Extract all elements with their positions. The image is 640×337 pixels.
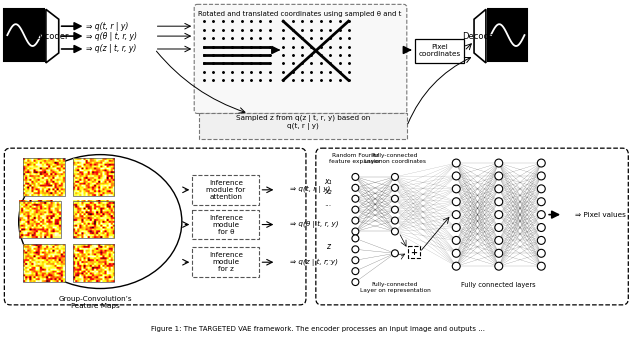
Text: Figure 1: The TARGETED VAE framework. The encoder processes an input image and o: Figure 1: The TARGETED VAE framework. Th… (151, 326, 485, 332)
Circle shape (495, 211, 503, 219)
Bar (408, 246, 420, 258)
Circle shape (392, 184, 399, 191)
FancyBboxPatch shape (316, 148, 628, 305)
Bar (23, 244, 65, 282)
Circle shape (538, 198, 545, 206)
Text: x₂: x₂ (324, 187, 332, 196)
Text: Group-Convolution’s
Feature Maps: Group-Convolution’s Feature Maps (58, 296, 132, 309)
Text: Decoder: Decoder (462, 32, 498, 40)
Bar (199, 114, 407, 139)
Polygon shape (474, 9, 486, 63)
Circle shape (352, 246, 359, 253)
Circle shape (495, 159, 503, 167)
Text: Fully connected layers: Fully connected layers (461, 282, 536, 288)
Bar (415, 39, 464, 63)
Circle shape (452, 159, 460, 167)
Circle shape (392, 195, 399, 202)
Text: Pixel
coordinates: Pixel coordinates (419, 44, 461, 58)
Text: Inference
module
for z: Inference module for z (209, 252, 243, 272)
Circle shape (352, 257, 359, 264)
Text: z: z (326, 242, 330, 251)
FancyBboxPatch shape (194, 4, 407, 114)
Text: ⇒ q(t, r | y): ⇒ q(t, r | y) (290, 186, 330, 193)
Circle shape (392, 250, 399, 257)
Bar (72, 244, 114, 282)
Circle shape (352, 206, 359, 213)
Circle shape (352, 235, 359, 242)
Text: Random Fourier
feature expansion: Random Fourier feature expansion (328, 153, 382, 164)
Circle shape (538, 262, 545, 270)
Circle shape (352, 195, 359, 202)
Bar (72, 158, 114, 196)
Circle shape (495, 237, 503, 244)
Circle shape (538, 223, 545, 232)
Circle shape (392, 217, 399, 224)
Ellipse shape (19, 155, 182, 288)
Text: Inference
module
for θ: Inference module for θ (209, 215, 243, 235)
Circle shape (495, 223, 503, 232)
Circle shape (495, 198, 503, 206)
Circle shape (352, 279, 359, 285)
Bar (19, 201, 61, 238)
Bar (72, 201, 114, 238)
Circle shape (452, 198, 460, 206)
Text: Fully-connected
Layer on representation: Fully-connected Layer on representation (360, 282, 430, 293)
Circle shape (352, 228, 359, 235)
Circle shape (352, 184, 359, 191)
Circle shape (392, 174, 399, 180)
Circle shape (392, 206, 399, 213)
Circle shape (352, 174, 359, 180)
Text: Encoder: Encoder (35, 32, 69, 40)
Circle shape (452, 237, 460, 244)
Circle shape (452, 211, 460, 219)
Text: ...: ... (324, 199, 332, 208)
Text: ⇒ q(t, r | y): ⇒ q(t, r | y) (86, 22, 129, 31)
Circle shape (452, 223, 460, 232)
Circle shape (352, 268, 359, 275)
Text: ⇒ q(z | t, r, y): ⇒ q(z | t, r, y) (86, 44, 137, 54)
Bar (23, 158, 65, 196)
Circle shape (495, 172, 503, 180)
Polygon shape (46, 9, 59, 63)
Circle shape (495, 185, 503, 193)
Text: ⇒ Pixel values: ⇒ Pixel values (575, 212, 626, 218)
Bar (4, 9, 44, 61)
Text: Rotated and translated coordinates using sampled θ and t: Rotated and translated coordinates using… (198, 11, 402, 17)
Text: ⇒ q(θ | t, r, y): ⇒ q(θ | t, r, y) (86, 32, 138, 40)
Text: ⇒ q(θ | t, r, y): ⇒ q(θ | t, r, y) (290, 221, 339, 228)
Text: ⇒ q(z | t, r, y): ⇒ q(z | t, r, y) (290, 259, 338, 266)
Circle shape (538, 237, 545, 244)
Circle shape (538, 211, 545, 219)
Text: Fully-connected
Layer on coordinates: Fully-connected Layer on coordinates (364, 153, 426, 164)
Text: Sampled z from q(z | t, r, y) based on
q(t, r | y): Sampled z from q(z | t, r, y) based on q… (236, 115, 370, 130)
Text: x₁: x₁ (324, 177, 332, 186)
Circle shape (495, 249, 503, 257)
Circle shape (538, 185, 545, 193)
Circle shape (538, 172, 545, 180)
Circle shape (352, 217, 359, 224)
Circle shape (495, 262, 503, 270)
Bar (192, 210, 259, 239)
Text: ...: ... (324, 254, 332, 263)
Text: +: + (410, 248, 417, 257)
Circle shape (452, 185, 460, 193)
Circle shape (452, 249, 460, 257)
Bar (488, 9, 527, 61)
Circle shape (538, 159, 545, 167)
FancyBboxPatch shape (4, 148, 306, 305)
Circle shape (452, 172, 460, 180)
Text: Inference
module for
attention: Inference module for attention (206, 180, 246, 200)
Bar (192, 247, 259, 277)
Bar (192, 175, 259, 205)
Circle shape (452, 262, 460, 270)
Circle shape (392, 228, 399, 235)
Circle shape (538, 249, 545, 257)
